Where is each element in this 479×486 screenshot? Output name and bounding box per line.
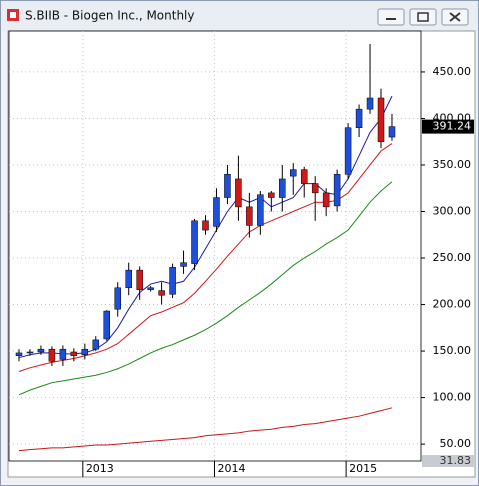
candle-body <box>311 183 319 194</box>
candle-body <box>268 192 275 198</box>
candle-body <box>202 220 209 231</box>
candle-body <box>114 287 121 310</box>
candle-body <box>246 206 253 226</box>
axis-min-label: 31.83 <box>440 454 472 467</box>
candle-body <box>26 351 34 354</box>
candle-body <box>290 169 297 177</box>
moving-average <box>18 181 393 396</box>
candle-body <box>300 169 308 184</box>
candle-body <box>191 220 198 264</box>
y-tick-label: 200.00 <box>433 298 472 311</box>
minimize-button[interactable] <box>377 8 405 26</box>
candle-body <box>158 290 165 296</box>
candle-body <box>257 194 264 226</box>
plot-area <box>8 30 422 462</box>
y-tick-label: 50.00 <box>440 437 472 450</box>
candle-body <box>147 287 154 290</box>
candle-body <box>213 197 220 227</box>
candle-body <box>59 348 67 360</box>
maximize-button[interactable] <box>409 8 437 26</box>
y-tick-label: 350.00 <box>433 158 472 171</box>
candle-body <box>103 310 111 340</box>
candle-body <box>15 352 23 356</box>
candle-body <box>344 127 352 175</box>
last-price-box <box>422 119 474 134</box>
candle-body <box>70 351 78 356</box>
candle-body <box>169 267 176 295</box>
app-icon-inner <box>10 12 16 18</box>
y-tick-label: 100.00 <box>433 391 472 404</box>
candle-body <box>224 174 231 198</box>
moving-average <box>18 143 393 372</box>
x-tick-label: 2013 <box>86 462 114 475</box>
axis-min-box <box>422 455 474 467</box>
candle-body <box>355 108 363 129</box>
candle-body <box>136 269 143 290</box>
maximize-icon <box>417 12 429 22</box>
candle-body <box>125 269 132 289</box>
candle-body <box>388 126 396 138</box>
candle-body <box>235 178 242 208</box>
y-tick-label: 250.00 <box>433 251 472 264</box>
x-tick-label: 2015 <box>349 462 377 475</box>
candle-body <box>81 348 89 356</box>
candle-body <box>322 192 330 208</box>
candle-body <box>377 97 385 142</box>
last-price-label: 391.24 <box>433 120 472 133</box>
moving-average <box>18 95 393 359</box>
moving-average <box>18 407 393 452</box>
close-icon <box>449 12 461 22</box>
candle-body <box>48 348 56 362</box>
window-title: S.BIIB - Biogen Inc., Monthly <box>25 9 195 23</box>
candle-body <box>37 348 45 353</box>
window-buttons <box>377 8 469 26</box>
candle-body <box>333 174 341 207</box>
y-tick-label: 150.00 <box>433 344 472 357</box>
candle-body <box>366 97 374 110</box>
candle-body <box>279 178 286 198</box>
y-tick-label: 300.00 <box>433 204 472 217</box>
candle-body <box>180 262 187 267</box>
x-tick-label: 2014 <box>217 462 245 475</box>
candle-body <box>92 339 100 350</box>
y-tick-label: 450.00 <box>433 65 472 78</box>
